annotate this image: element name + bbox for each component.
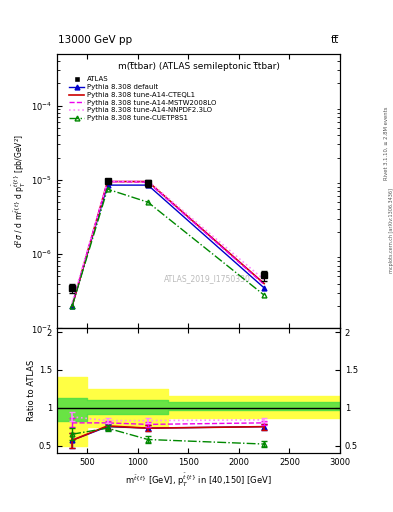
Pythia 8.308 default — [105, 182, 110, 188]
Pythia 8.308 tune-CUETP8S1 — [70, 303, 75, 309]
Line: Pythia 8.308 default: Pythia 8.308 default — [70, 183, 266, 308]
Text: Rivet 3.1.10, ≥ 2.8M events: Rivet 3.1.10, ≥ 2.8M events — [384, 106, 388, 180]
Pythia 8.308 tune-A14-MSTW2008LO — [70, 302, 75, 308]
Text: tt̅: tt̅ — [331, 34, 339, 45]
Y-axis label: d$^2\sigma$ / d m$^{\bar{t}\{t\}}$ d p$_T^{\bar{t}\{t\}}$ [pb/GeV$^2$]: d$^2\sigma$ / d m$^{\bar{t}\{t\}}$ d p$_… — [11, 134, 28, 248]
Pythia 8.308 tune-A14-CTEQL1 — [262, 281, 266, 287]
Pythia 8.308 tune-CUETP8S1 — [262, 292, 266, 298]
Pythia 8.308 tune-A14-NNPDF2.3LO — [70, 300, 75, 306]
Text: m(t̅tbar) (ATLAS semileptonic t̅tbar): m(t̅tbar) (ATLAS semileptonic t̅tbar) — [118, 62, 279, 71]
Pythia 8.308 tune-A14-NNPDF2.3LO — [145, 178, 150, 184]
Pythia 8.308 tune-A14-MSTW2008LO — [105, 179, 110, 185]
Line: Pythia 8.308 tune-CUETP8S1: Pythia 8.308 tune-CUETP8S1 — [70, 187, 266, 308]
Line: Pythia 8.308 tune-A14-CTEQL1: Pythia 8.308 tune-A14-CTEQL1 — [72, 182, 264, 306]
Y-axis label: Ratio to ATLAS: Ratio to ATLAS — [27, 360, 36, 421]
Pythia 8.308 tune-A14-NNPDF2.3LO — [262, 277, 266, 283]
Pythia 8.308 tune-A14-MSTW2008LO — [262, 282, 266, 288]
Text: ATLAS_2019_I1750330: ATLAS_2019_I1750330 — [163, 274, 250, 284]
Pythia 8.308 tune-A14-NNPDF2.3LO — [105, 178, 110, 184]
Pythia 8.308 default — [70, 303, 75, 309]
Pythia 8.308 default — [145, 182, 150, 188]
Line: Pythia 8.308 tune-A14-NNPDF2.3LO: Pythia 8.308 tune-A14-NNPDF2.3LO — [72, 181, 264, 303]
Pythia 8.308 tune-A14-CTEQL1 — [70, 303, 75, 309]
X-axis label: m$^{\bar{t}\{t\}}$ [GeV], p$_T^{\bar{t}\{t\}}$ in [40,150] [GeV]: m$^{\bar{t}\{t\}}$ [GeV], p$_T^{\bar{t}\… — [125, 471, 272, 488]
Pythia 8.308 tune-A14-MSTW2008LO — [145, 179, 150, 185]
Text: mcplots.cern.ch [arXiv:1306.3436]: mcplots.cern.ch [arXiv:1306.3436] — [389, 188, 393, 273]
Text: 13000 GeV pp: 13000 GeV pp — [58, 34, 132, 45]
Pythia 8.308 tune-CUETP8S1 — [105, 186, 110, 192]
Pythia 8.308 default — [262, 285, 266, 291]
Legend: ATLAS, Pythia 8.308 default, Pythia 8.308 tune-A14-CTEQL1, Pythia 8.308 tune-A14: ATLAS, Pythia 8.308 default, Pythia 8.30… — [66, 74, 219, 124]
Pythia 8.308 tune-CUETP8S1 — [145, 199, 150, 205]
Line: Pythia 8.308 tune-A14-MSTW2008LO: Pythia 8.308 tune-A14-MSTW2008LO — [72, 182, 264, 305]
Pythia 8.308 tune-A14-CTEQL1 — [105, 179, 110, 185]
Pythia 8.308 tune-A14-CTEQL1 — [145, 179, 150, 185]
